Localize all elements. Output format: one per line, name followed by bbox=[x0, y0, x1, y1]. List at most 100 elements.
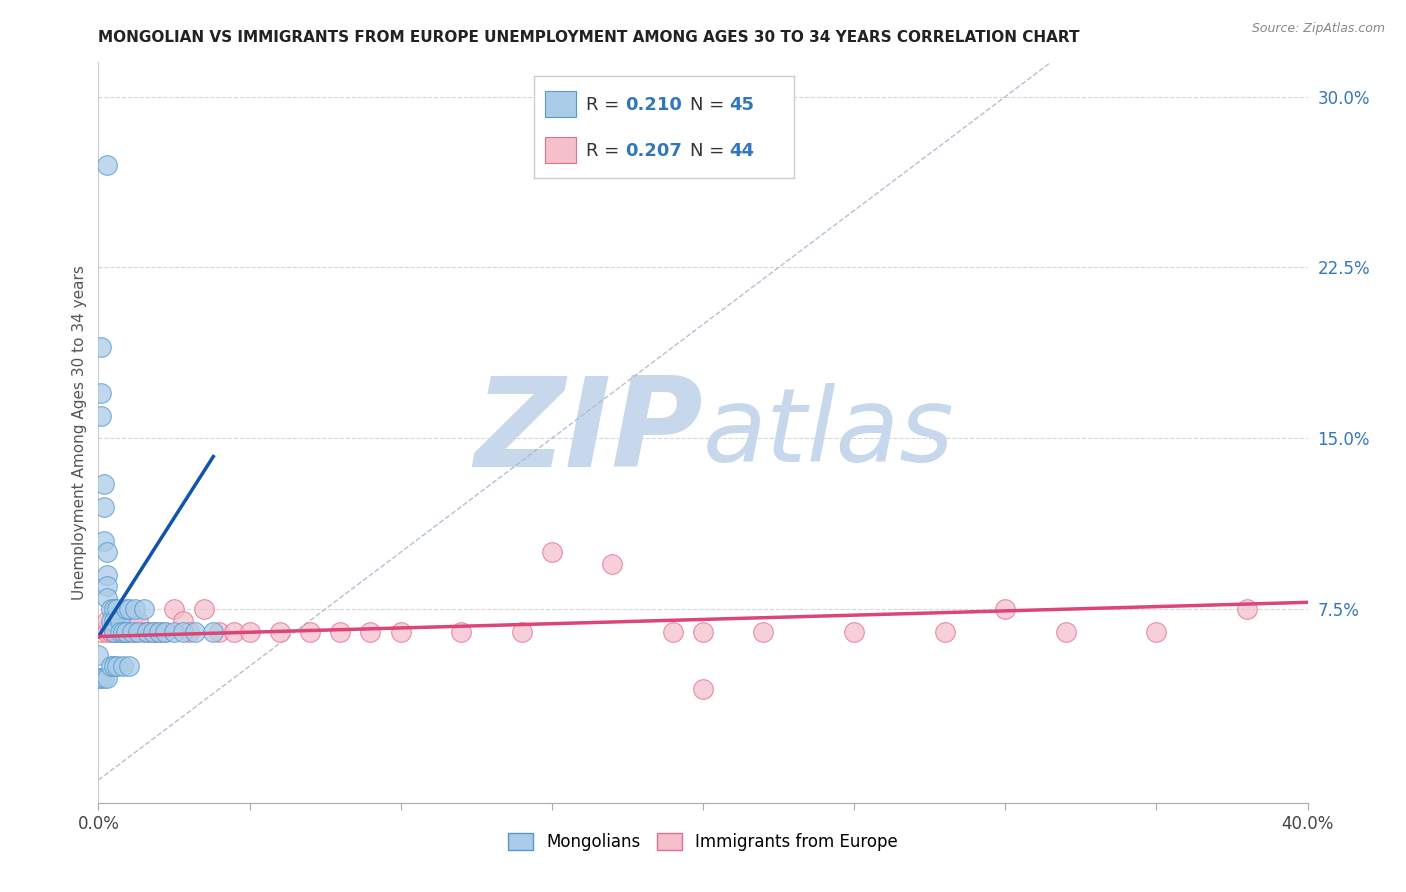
Point bbox=[934, 624, 956, 639]
Point bbox=[1144, 624, 1167, 639]
Text: 44: 44 bbox=[730, 142, 755, 160]
Point bbox=[108, 614, 131, 628]
Point bbox=[153, 624, 176, 639]
Point bbox=[105, 602, 128, 616]
Point bbox=[114, 624, 136, 639]
Point bbox=[90, 385, 112, 400]
Point bbox=[179, 624, 201, 639]
Point bbox=[121, 624, 143, 639]
Point bbox=[142, 624, 165, 639]
Point bbox=[100, 602, 122, 616]
Point bbox=[299, 624, 322, 639]
Point bbox=[661, 624, 683, 639]
Text: 0.207: 0.207 bbox=[626, 142, 682, 160]
Point bbox=[96, 614, 118, 628]
Point bbox=[127, 624, 149, 639]
Text: R =: R = bbox=[586, 95, 626, 113]
Point bbox=[163, 602, 186, 616]
Text: ZIP: ZIP bbox=[474, 372, 703, 493]
Point bbox=[127, 614, 149, 628]
Point bbox=[96, 671, 118, 685]
Point bbox=[93, 671, 115, 685]
Point bbox=[93, 533, 115, 548]
Point bbox=[450, 624, 472, 639]
Point bbox=[93, 500, 115, 514]
Point bbox=[114, 602, 136, 616]
Point bbox=[184, 624, 207, 639]
Point bbox=[96, 579, 118, 593]
Point bbox=[1054, 624, 1077, 639]
Bar bbox=[544, 137, 576, 163]
Point bbox=[100, 624, 122, 639]
Point bbox=[100, 614, 122, 628]
Text: R =: R = bbox=[586, 142, 626, 160]
Point bbox=[114, 624, 136, 639]
Point bbox=[692, 624, 714, 639]
Text: MONGOLIAN VS IMMIGRANTS FROM EUROPE UNEMPLOYMENT AMONG AGES 30 TO 34 YEARS CORRE: MONGOLIAN VS IMMIGRANTS FROM EUROPE UNEM… bbox=[98, 29, 1080, 45]
Legend: Mongolians, Immigrants from Europe: Mongolians, Immigrants from Europe bbox=[501, 826, 905, 857]
Point bbox=[105, 624, 128, 639]
Point bbox=[132, 602, 155, 616]
Y-axis label: Unemployment Among Ages 30 to 34 years: Unemployment Among Ages 30 to 34 years bbox=[72, 265, 87, 600]
Point bbox=[1236, 602, 1258, 616]
Point bbox=[142, 624, 165, 639]
Point bbox=[124, 624, 146, 639]
Point bbox=[100, 659, 122, 673]
Point bbox=[389, 624, 412, 639]
Point bbox=[108, 624, 131, 639]
Point bbox=[103, 659, 125, 673]
Point bbox=[96, 545, 118, 559]
Point bbox=[540, 545, 562, 559]
Point bbox=[90, 340, 112, 354]
Point bbox=[124, 602, 146, 616]
Point bbox=[202, 624, 225, 639]
Point bbox=[994, 602, 1017, 616]
Point bbox=[90, 409, 112, 423]
Point bbox=[105, 659, 128, 673]
Point bbox=[208, 624, 231, 639]
Point bbox=[121, 614, 143, 628]
Point bbox=[148, 624, 170, 639]
Point bbox=[172, 614, 194, 628]
Point bbox=[153, 624, 176, 639]
Point bbox=[96, 591, 118, 605]
Point bbox=[602, 557, 624, 571]
Point bbox=[103, 614, 125, 628]
Point bbox=[108, 614, 131, 628]
Point bbox=[135, 624, 157, 639]
Text: atlas: atlas bbox=[703, 383, 955, 483]
Point bbox=[103, 624, 125, 639]
Point bbox=[111, 659, 134, 673]
Point bbox=[118, 659, 141, 673]
Point bbox=[96, 158, 118, 172]
Text: 45: 45 bbox=[730, 95, 755, 113]
Point bbox=[103, 602, 125, 616]
Point bbox=[269, 624, 291, 639]
Point bbox=[172, 624, 194, 639]
Point bbox=[118, 602, 141, 616]
Point bbox=[692, 681, 714, 696]
Point bbox=[163, 624, 186, 639]
Point bbox=[96, 624, 118, 639]
Point bbox=[329, 624, 352, 639]
Point bbox=[118, 624, 141, 639]
Point bbox=[752, 624, 775, 639]
Point bbox=[96, 568, 118, 582]
Text: 0.210: 0.210 bbox=[626, 95, 682, 113]
Point bbox=[193, 602, 215, 616]
Text: N =: N = bbox=[690, 95, 730, 113]
Point bbox=[148, 624, 170, 639]
Point bbox=[844, 624, 866, 639]
Point bbox=[111, 624, 134, 639]
Point bbox=[360, 624, 382, 639]
Point bbox=[135, 624, 157, 639]
Point bbox=[111, 624, 134, 639]
Point bbox=[510, 624, 533, 639]
Point bbox=[93, 476, 115, 491]
Point bbox=[224, 624, 246, 639]
Point bbox=[87, 671, 110, 685]
Point bbox=[239, 624, 262, 639]
Point bbox=[103, 624, 125, 639]
Point bbox=[132, 624, 155, 639]
Text: Source: ZipAtlas.com: Source: ZipAtlas.com bbox=[1251, 22, 1385, 36]
